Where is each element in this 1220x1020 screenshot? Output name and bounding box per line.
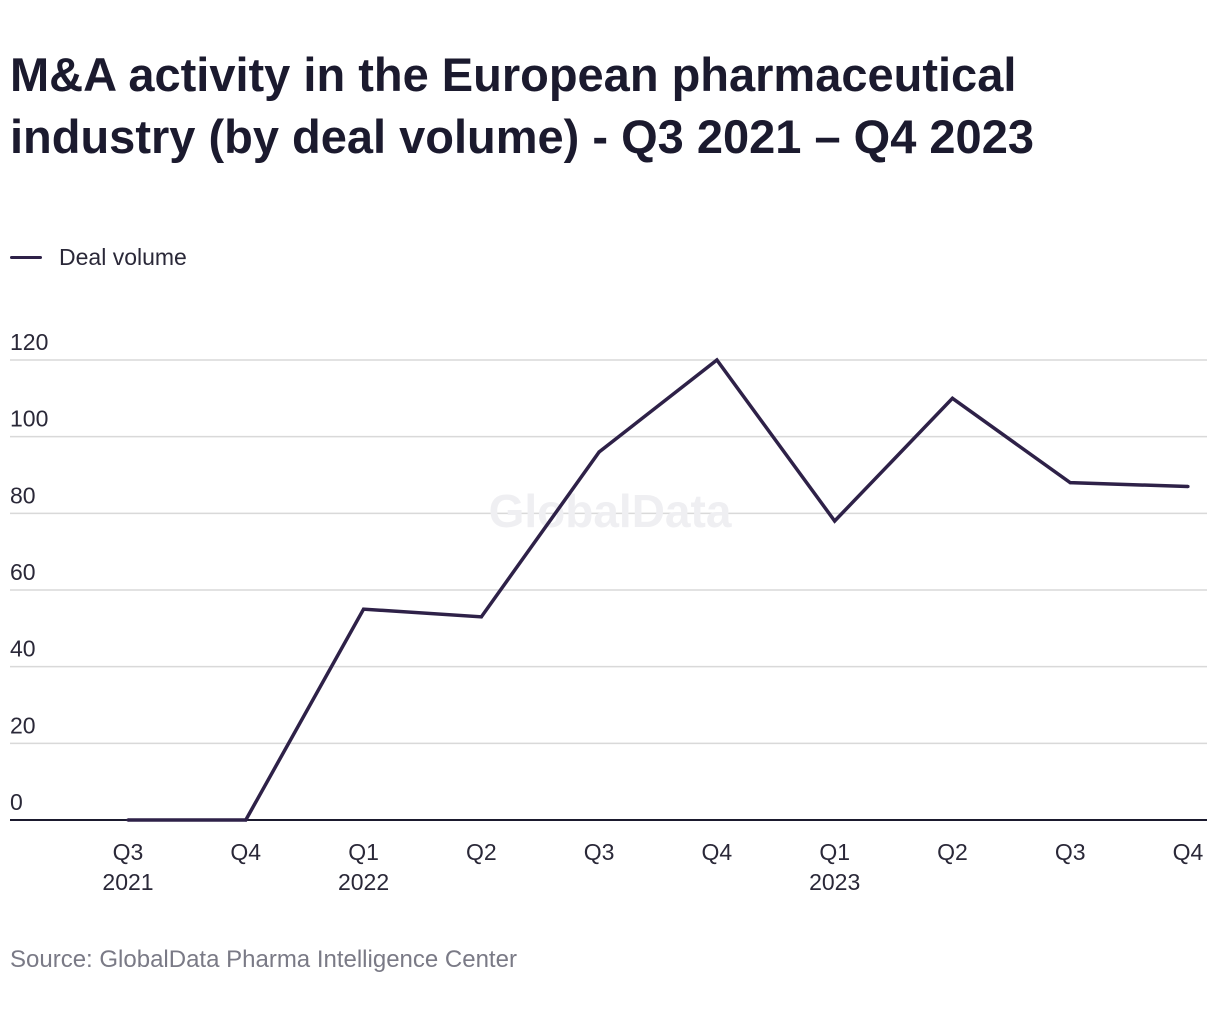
y-tick-label: 0 (10, 789, 23, 815)
x-tick-label: Q3 (113, 839, 144, 865)
grid-lines (10, 359, 1207, 745)
x-tick-label: Q4 (230, 839, 261, 865)
data-point (597, 450, 601, 454)
data-point (479, 615, 483, 619)
y-tick-label: 20 (10, 712, 36, 738)
data-point (361, 607, 366, 611)
series-line (128, 357, 1189, 822)
x-tick-label: Q3 (584, 839, 615, 865)
data-point (715, 358, 719, 362)
y-axis-tick-labels: 0 20 40 60 80 100 120 (10, 329, 48, 815)
watermark: GlobalData (489, 485, 732, 537)
x-tick-label: Q4 (1173, 839, 1204, 865)
data-point (126, 818, 130, 822)
x-tick-label: Q2 (937, 839, 968, 865)
x-tick-label: Q2 (466, 839, 497, 865)
x-tick-label: Q1 (348, 839, 379, 865)
series-deal-volume (126, 357, 1190, 822)
x-tick-label: Q3 (1055, 839, 1086, 865)
x-tick-year-label: 2022 (338, 869, 389, 895)
x-tick-label: Q4 (702, 839, 733, 865)
y-tick-label: 80 (10, 482, 36, 508)
data-point (244, 818, 248, 822)
data-point (1068, 481, 1072, 485)
y-tick-label: 100 (10, 406, 48, 432)
legend: Deal volume (10, 242, 187, 272)
x-tick-label: Q1 (819, 839, 850, 865)
x-tick-year-label: 2023 (809, 869, 860, 895)
source-note: Source: GlobalData Pharma Intelligence C… (10, 946, 517, 973)
data-point (833, 519, 837, 523)
chart-title: M&A activity in the European pharmaceuti… (10, 48, 1034, 163)
legend-label-deal-volume: Deal volume (59, 243, 187, 270)
y-tick-label: 120 (10, 329, 48, 355)
data-point (1186, 484, 1190, 489)
legend-swatch-deal-volume (10, 255, 42, 259)
x-axis-tick-labels: Q3 2021 Q4 Q1 2022 Q2 Q3 Q4 Q1 2023 Q2 Q3 Q4 (102, 839, 1203, 895)
y-tick-label: 40 (10, 636, 36, 662)
data-point (950, 396, 955, 400)
x-tick-year-label: 2021 (102, 869, 153, 895)
y-tick-label: 60 (10, 559, 36, 585)
